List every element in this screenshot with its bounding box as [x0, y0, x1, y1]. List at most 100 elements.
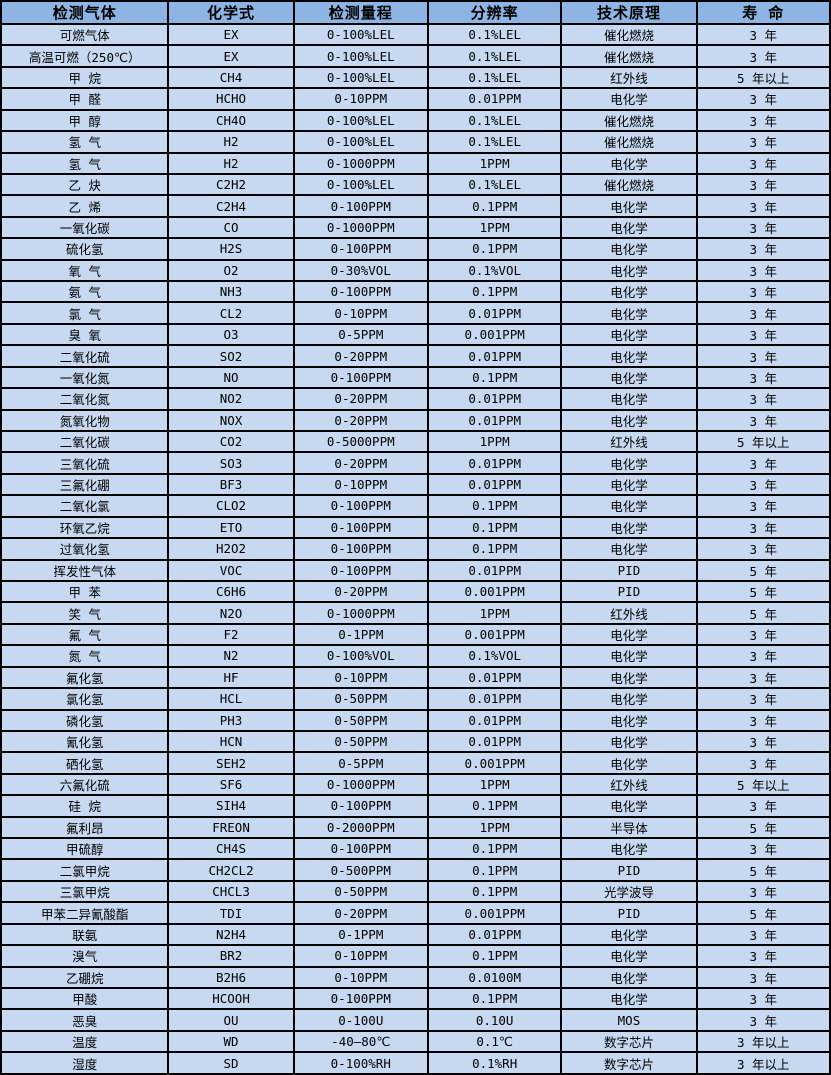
- cell-chemical-formula: EX: [167, 44, 295, 68]
- cell-gas-name: 氯化氢: [0, 687, 170, 711]
- cell-lifespan: 3 年: [695, 622, 831, 647]
- table-row: 环氧乙烷 ETO 0-100PPM 0.1PPM 电化学 3 年: [0, 515, 831, 540]
- table-row: 笑 气 N2O 0-1000PPM 1PPM 红外线 5 年: [0, 601, 831, 625]
- cell-detection-range: 0-20PPM: [292, 901, 429, 925]
- header-detection-range: 检测量程: [292, 0, 429, 25]
- cell-detection-range: 0-10PPM: [292, 944, 429, 968]
- cell-chemical-formula: CH4O: [167, 108, 295, 133]
- cell-gas-name: 氢 气: [0, 151, 170, 175]
- cell-technology: 电化学: [560, 729, 698, 754]
- cell-resolution: 1PPM: [426, 215, 563, 240]
- cell-lifespan: 3 年: [695, 408, 831, 433]
- cell-resolution: 0.001PPM: [426, 901, 563, 925]
- cell-technology: 电化学: [560, 837, 698, 861]
- cell-technology: 电化学: [560, 515, 698, 540]
- cell-technology: 电化学: [560, 194, 698, 218]
- cell-technology: 红外线: [560, 429, 698, 454]
- cell-lifespan: 3 年: [695, 151, 831, 175]
- cell-lifespan: 3 年: [695, 451, 831, 475]
- cell-lifespan: 5 年: [695, 901, 831, 925]
- cell-lifespan: 5 年: [695, 815, 831, 840]
- cell-resolution: 0.1PPM: [426, 944, 563, 968]
- cell-detection-range: 0-1PPM: [292, 922, 429, 947]
- cell-resolution: 0.001PPM: [426, 579, 563, 604]
- cell-gas-name: 乙 烯: [0, 194, 170, 218]
- cell-gas-name: 六氟化硫: [0, 772, 170, 797]
- cell-gas-name: 磷化氢: [0, 708, 170, 732]
- cell-chemical-formula: EX: [167, 22, 295, 47]
- cell-resolution: 0.1℃: [426, 1029, 563, 1054]
- cell-lifespan: 3 年: [695, 108, 831, 133]
- cell-detection-range: 0-50PPM: [292, 708, 429, 732]
- cell-gas-name: 三氟化硼: [0, 472, 170, 497]
- cell-detection-range: 0-100PPM: [292, 494, 429, 518]
- cell-chemical-formula: H2: [167, 151, 295, 175]
- cell-detection-range: 0-100PPM: [292, 365, 429, 390]
- cell-lifespan: 3 年: [695, 472, 831, 497]
- cell-lifespan: 3 年: [695, 322, 831, 347]
- cell-chemical-formula: B2H6: [167, 965, 295, 990]
- cell-gas-name: 一氧化碳: [0, 215, 170, 240]
- cell-chemical-formula: O3: [167, 322, 295, 347]
- cell-chemical-formula: SIH4: [167, 794, 295, 818]
- cell-gas-name: 甲 醛: [0, 87, 170, 111]
- cell-detection-range: 0-10PPM: [292, 665, 429, 690]
- cell-chemical-formula: N2: [167, 644, 295, 668]
- cell-lifespan: 5 年以上: [695, 429, 831, 454]
- cell-lifespan: 3 年: [695, 537, 831, 561]
- cell-detection-range: 0-500PPM: [292, 858, 429, 882]
- cell-technology: 电化学: [560, 215, 698, 240]
- cell-lifespan: 3 年: [695, 879, 831, 904]
- cell-lifespan: 3 年: [695, 387, 831, 411]
- cell-technology: 半导体: [560, 815, 698, 840]
- cell-resolution: 0.1PPM: [426, 365, 563, 390]
- table-row: 三氟化硼 BF3 0-10PPM 0.01PPM 电化学 3 年: [0, 472, 831, 497]
- cell-resolution: 0.01PPM: [426, 922, 563, 947]
- cell-resolution: 0.001PPM: [426, 622, 563, 647]
- cell-lifespan: 3 年: [695, 794, 831, 818]
- table-row: 氮 气 N2 0-100%VOL 0.1%VOL 电化学 3 年: [0, 644, 831, 668]
- cell-lifespan: 3 年: [695, 837, 831, 861]
- table-row: 氧 气 O2 0-30%VOL 0.1%VOL 电化学 3 年: [0, 258, 831, 283]
- cell-technology: 电化学: [560, 944, 698, 968]
- cell-lifespan: 5 年: [695, 858, 831, 882]
- cell-detection-range: 0-100PPM: [292, 237, 429, 261]
- table-row: 氮氧化物 NOX 0-20PPM 0.01PPM 电化学 3 年: [0, 408, 831, 433]
- cell-lifespan: 5 年: [695, 601, 831, 625]
- table-row: 六氟化硫 SF6 0-1000PPM 1PPM 红外线 5 年以上: [0, 772, 831, 797]
- cell-detection-range: 0-100%LEL: [292, 130, 429, 154]
- header-gas-name: 检测气体: [0, 0, 170, 25]
- table-row: 挥发性气体 VOC 0-100PPM 0.01PPM PID 5 年: [0, 558, 831, 582]
- table-row: 过氧化氢 H2O2 0-100PPM 0.1PPM 电化学 3 年: [0, 537, 831, 561]
- cell-detection-range: 0-5PPM: [292, 751, 429, 775]
- cell-resolution: 0.1%LEL: [426, 108, 563, 133]
- table-row: 氰化氢 HCN 0-50PPM 0.01PPM 电化学 3 年: [0, 729, 831, 754]
- cell-gas-name: 氟 气: [0, 622, 170, 647]
- cell-resolution: 0.01PPM: [426, 558, 563, 582]
- cell-detection-range: 0-1000PPM: [292, 772, 429, 797]
- cell-technology: 电化学: [560, 365, 698, 390]
- cell-chemical-formula: C2H2: [167, 172, 295, 197]
- cell-resolution: 0.1%LEL: [426, 65, 563, 90]
- table-row: 氢 气 H2 0-1000PPM 1PPM 电化学 3 年: [0, 151, 831, 175]
- cell-chemical-formula: TDI: [167, 901, 295, 925]
- cell-detection-range: 0-100PPM: [292, 194, 429, 218]
- cell-technology: 电化学: [560, 451, 698, 475]
- cell-resolution: 0.1PPM: [426, 794, 563, 818]
- cell-gas-name: 甲 烷: [0, 65, 170, 90]
- cell-detection-range: 0-100PPM: [292, 558, 429, 582]
- cell-gas-name: 甲酸: [0, 986, 170, 1011]
- cell-gas-name: 三氧化硫: [0, 451, 170, 475]
- cell-technology: 电化学: [560, 751, 698, 775]
- cell-technology: PID: [560, 579, 698, 604]
- cell-detection-range: 0-100PPM: [292, 837, 429, 861]
- cell-gas-name: 过氧化氢: [0, 537, 170, 561]
- cell-resolution: 0.10U: [426, 1008, 563, 1032]
- cell-gas-name: 笑 气: [0, 601, 170, 625]
- cell-gas-name: 三氯甲烷: [0, 879, 170, 904]
- cell-technology: 催化燃烧: [560, 22, 698, 47]
- cell-chemical-formula: WD: [167, 1029, 295, 1054]
- cell-resolution: 0.01PPM: [426, 665, 563, 690]
- cell-lifespan: 3 年: [695, 751, 831, 775]
- cell-technology: PID: [560, 901, 698, 925]
